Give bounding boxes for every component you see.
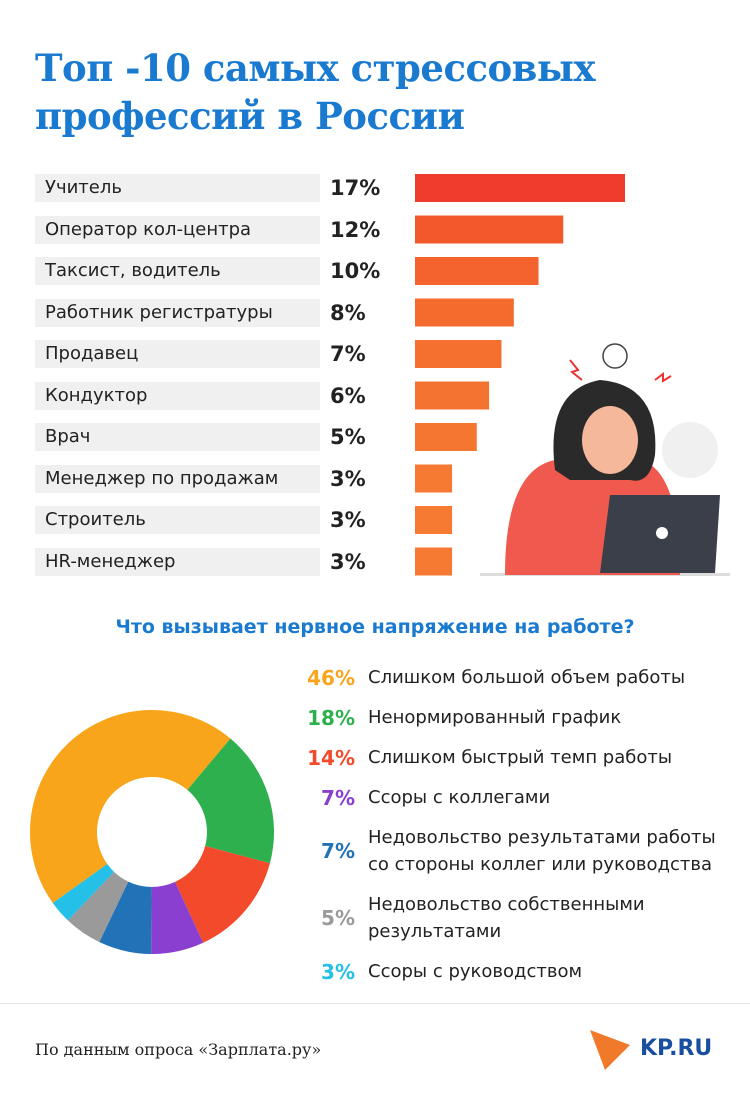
donut-segment (30, 710, 231, 904)
legend-entry: 18% Ненормированный график (285, 704, 718, 731)
legend-value: 18% (307, 705, 355, 730)
bar (415, 547, 453, 576)
category-label: Таксист, водитель (35, 257, 320, 285)
legend-label: Ненормированный график (368, 707, 622, 728)
bar (415, 464, 453, 493)
category-label: Продавец (35, 340, 320, 368)
bar (415, 423, 477, 451)
legend-entry: 46% Слишком большой объем работы (285, 664, 718, 691)
donut-segment (67, 871, 129, 943)
category-label: Врач (35, 423, 320, 451)
bar (415, 340, 502, 368)
source: По данным опроса «Зарплата.ру» (35, 1040, 322, 1059)
legend-value: 7% (321, 785, 355, 810)
donut-segment (52, 864, 115, 921)
category-label: Строитель (35, 506, 320, 534)
legend-value: 14% (307, 745, 355, 770)
legend-entry: 5% Недовольство собственными результатами (285, 891, 718, 945)
value-label: 3% (330, 466, 366, 491)
category-label: Работник регистратуры (35, 298, 320, 327)
bar (415, 257, 539, 285)
legend-label: Ссоры с коллегами (368, 787, 551, 808)
legend-entry: 7% Ссоры с коллегами (285, 784, 718, 811)
donut-segment (187, 738, 274, 864)
value-label: 10% (330, 259, 381, 283)
legend-value: 5% (321, 906, 355, 930)
bar (415, 298, 514, 327)
subtitle: Что вызывает нервное напряжение на работ… (115, 616, 635, 638)
value-label: 3% (330, 508, 366, 532)
category-label: Менеджер по продажам (35, 464, 320, 493)
donut-segment (151, 881, 204, 954)
illustration (480, 343, 730, 576)
legend-label: Слишком быстрый темп работы (368, 747, 673, 768)
donut-segment (175, 846, 270, 943)
category-label: HR-менеджер (35, 547, 320, 576)
category-label: Учитель (35, 174, 320, 202)
value-label: 17% (330, 176, 381, 200)
value-label: 6% (330, 383, 366, 408)
legend-value: 3% (321, 959, 355, 984)
separator (0, 1003, 750, 1004)
value-label: 5% (330, 425, 366, 449)
bar (415, 381, 490, 410)
legend-value: 46% (307, 665, 355, 690)
bar (415, 506, 453, 534)
value-label: 3% (330, 549, 366, 574)
bar (415, 215, 564, 244)
legend-label: Недовольство собственными результатами (368, 894, 645, 942)
legend-entry: 7% Недовольство результатами работы со ст… (285, 824, 718, 878)
legend-entry: 3% Ссоры с руководством (285, 958, 718, 985)
title: Топ -10 самых стрессовых профессий в Рос… (35, 46, 596, 138)
donut-segment (99, 881, 152, 954)
category-label: Оператор кол-центра (35, 215, 320, 244)
logo-bird (590, 1030, 630, 1070)
legend: 46% Слишком большой объем работы 18% Ненорм… (285, 664, 718, 985)
category-label: Кондуктор (35, 381, 320, 410)
value-label: 8% (330, 300, 366, 325)
legend-entry: 14% Слишком быстрый темп работы (285, 744, 718, 771)
value-label: 12% (330, 217, 381, 242)
bar (415, 174, 625, 202)
legend-label: Недовольство результатами работы со стор… (368, 827, 716, 875)
value-label: 7% (330, 342, 366, 366)
legend-label: Слишком большой объем работы (368, 667, 686, 688)
logo: KP.RU (640, 1036, 713, 1061)
legend-label: Ссоры с руководством (368, 961, 583, 982)
legend-value: 7% (321, 839, 355, 863)
